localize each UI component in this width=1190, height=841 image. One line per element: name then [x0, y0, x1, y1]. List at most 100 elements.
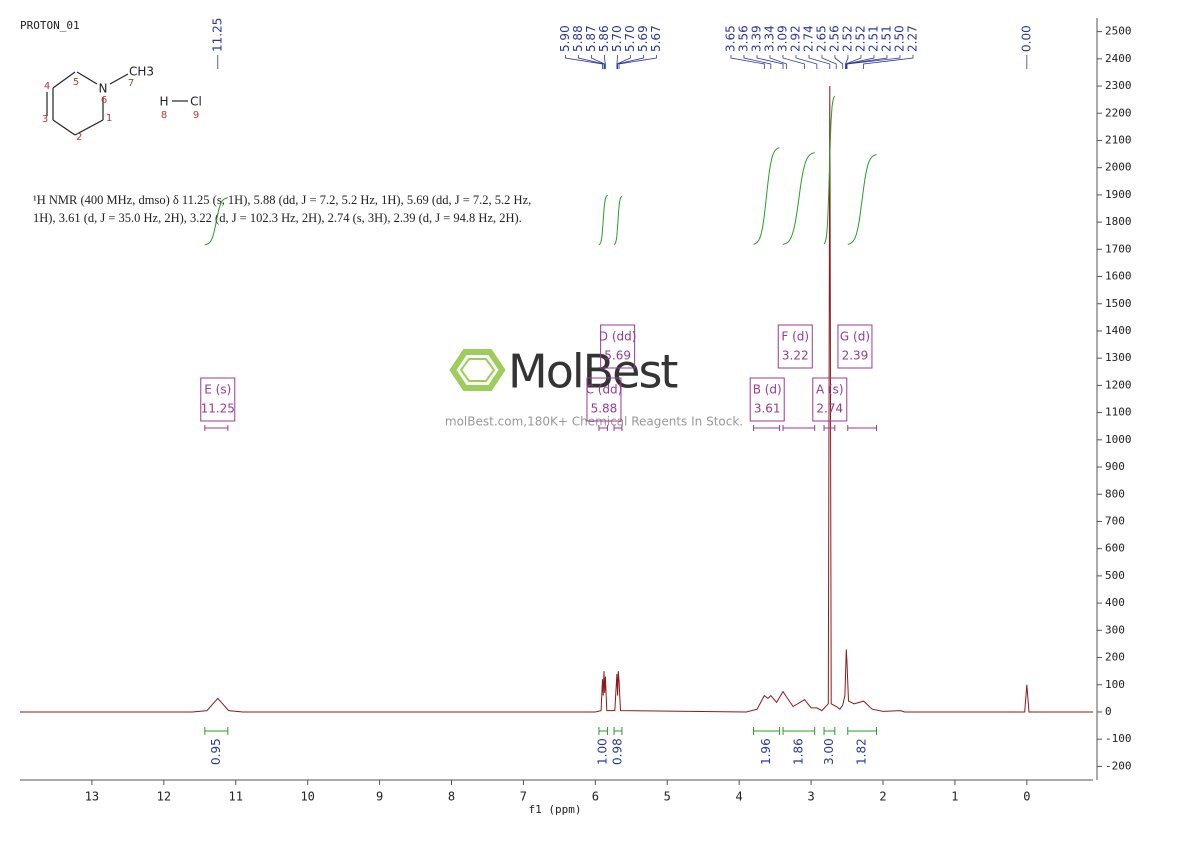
atom-number: 7: [128, 78, 134, 89]
y-tick-label: 1900: [1105, 188, 1132, 201]
peak-label: 3.56: [736, 25, 750, 52]
multiplet-range: [782, 425, 816, 431]
multiplet-label: F (d): [781, 330, 809, 344]
multiplet-box: [586, 377, 622, 422]
multiplet-label: D (dd): [599, 330, 637, 344]
peak-label: 5.67: [649, 25, 663, 52]
peak-leader: [795, 55, 818, 69]
x-tick-label: 12: [157, 790, 171, 804]
peak-label: 2.56: [827, 25, 841, 52]
multiplet-shift: 2.74: [816, 402, 843, 416]
bond: [109, 73, 129, 85]
multiplet-box: [600, 324, 636, 369]
multiplet-shift: 5.88: [591, 402, 618, 416]
peak-leader: [617, 55, 644, 69]
peak-label: 2.27: [905, 25, 919, 52]
atom: H: [159, 95, 168, 109]
y-tick-label: 0: [1105, 705, 1112, 718]
structure: [46, 71, 188, 136]
description: 1H), 3.61 (d, J = 35.0 Hz, 2H), 3.22 (d,…: [33, 211, 522, 225]
integral-label: 1.00: [596, 738, 610, 765]
x-tick-label: 9: [376, 790, 383, 804]
peak-label: 5.90: [558, 25, 572, 52]
x-tick-label: 5: [664, 790, 671, 804]
integral-curve: [598, 194, 608, 246]
multiplet-range: [598, 425, 609, 431]
multiplet-range: [613, 425, 623, 431]
peak-label: 2.51: [866, 25, 880, 52]
y-tick-label: 200: [1105, 651, 1125, 664]
bond: [52, 71, 76, 89]
peak-leader: [845, 55, 862, 69]
integral-label: 0.95: [209, 738, 223, 765]
peak-leader: [845, 55, 888, 69]
atom: N: [99, 82, 108, 96]
y-tick-label: -100: [1105, 732, 1132, 745]
y-tick-label: 2300: [1105, 79, 1132, 92]
integral-curve: [753, 147, 780, 245]
peak-leader: [577, 55, 605, 69]
y-tick-label: 1400: [1105, 324, 1132, 337]
peak-label: 2.52: [840, 25, 854, 52]
peak-label: 3.34: [762, 25, 776, 52]
peak-leader: [618, 55, 657, 69]
peak-label: 5.86: [597, 25, 611, 52]
integral-range: [782, 727, 816, 735]
y-tick-label: 2200: [1105, 106, 1132, 119]
peak-leader: [564, 55, 603, 69]
multiplet-box: [749, 377, 785, 422]
x-tick-label: 8: [448, 790, 455, 804]
bond: [52, 119, 76, 136]
peak-label: 2.92: [788, 25, 802, 52]
peak-label: 2.50: [892, 25, 906, 52]
integral-range: [847, 727, 878, 735]
atom-number: 6: [101, 95, 107, 106]
peak-label: 3.65: [723, 25, 737, 52]
multiplet-box: [777, 324, 813, 369]
multiplet-range: [847, 425, 878, 431]
watermark: MolBest molBest.com,180K+ Chemical Reage…: [445, 345, 743, 429]
x-tick-label: 11: [229, 790, 243, 804]
description: ¹H NMR (400 MHz, dmso) δ 11.25 (s, 1H), …: [33, 193, 531, 207]
peak-leader: [769, 55, 788, 69]
y-tick-label: 800: [1105, 487, 1125, 500]
atom-number: 1: [106, 113, 112, 124]
peak-leader: [782, 55, 806, 69]
x-tick-label: 3: [807, 790, 814, 804]
x-tick-label: 13: [85, 790, 99, 804]
y-tick-label: 1100: [1105, 406, 1132, 419]
y-tick-label: 300: [1105, 623, 1125, 636]
peak-label: 3.39: [749, 25, 763, 52]
atom-number: 4: [44, 81, 50, 92]
y-tick-label: 1500: [1105, 297, 1132, 310]
multiplet-shift: 5.69: [604, 349, 631, 363]
y-tick-label: 100: [1105, 678, 1125, 691]
multiplet-range: [753, 425, 780, 431]
bond: [74, 119, 104, 136]
bond: [76, 71, 98, 85]
multiplet-label: C (dd): [586, 383, 623, 397]
multiplet-label: A (s): [816, 383, 844, 397]
y-tick-label: 1300: [1105, 351, 1132, 364]
y-tick-label: 1000: [1105, 433, 1132, 446]
peak-label: 5.87: [584, 25, 598, 52]
x-tick-label: 10: [300, 790, 314, 804]
y-tick-label: 2100: [1105, 133, 1132, 146]
peak-leader: [808, 55, 831, 69]
integral-range: [613, 727, 623, 735]
peak-label: 2.65: [814, 25, 828, 52]
integral-label: 1.96: [759, 738, 773, 765]
title: PROTON_01: [20, 19, 80, 32]
peak-leader: [730, 55, 765, 69]
peak-label: 11.25: [210, 18, 224, 52]
peak-leader: [590, 55, 606, 69]
multiplet-shift: 3.22: [782, 349, 809, 363]
x-tick-label: 2: [879, 790, 886, 804]
integral-label: 1.82: [855, 738, 869, 765]
multiplet-shift: 2.39: [842, 349, 869, 363]
y-tick-label: 1200: [1105, 378, 1132, 391]
y-tick-label: 400: [1105, 596, 1125, 609]
integral-label: 0.98: [610, 738, 624, 765]
x-axis-label: f1 (ppm): [529, 803, 582, 816]
